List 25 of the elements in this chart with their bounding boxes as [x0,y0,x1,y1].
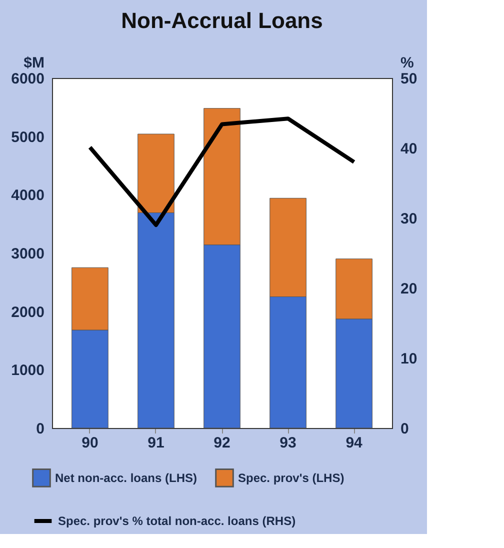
x-tick-label: 91 [148,434,164,452]
y-tick-label: 2000 [11,304,44,321]
line-series [88,116,356,227]
y2-tick-label: 10 [400,350,418,368]
x-tick-label: 90 [82,434,98,452]
legend-label: Spec. prov's % total non-acc. loans (RHS) [58,514,296,528]
y-tick-label: 1000 [11,362,44,380]
y2-tick-label: 0 [400,420,409,438]
y-axis-title: $M [24,54,44,72]
legend-label: Spec. prov's (LHS) [238,470,344,485]
chart-title: Non-Accrual Loans [121,8,323,33]
y2-tick-label: 50 [400,70,418,88]
y-tick-label: 4000 [11,187,44,204]
y2-axis-title: % [400,54,414,72]
x-tick-label: 93 [280,434,296,452]
y2-tick-label: 30 [400,210,418,228]
x-tick-label: 92 [214,434,230,452]
legend-label: Net non-acc. loans (LHS) [55,470,198,485]
y2-tick-label: 20 [400,280,418,298]
y-tick-label: 0 [36,420,44,438]
y2-tick-label: 40 [400,140,418,158]
y-tick-label: 6000 [11,70,44,88]
y-tick-label: 5000 [11,128,44,146]
y-tick-label: 3000 [11,246,44,262]
x-tick-label: 94 [346,434,364,452]
